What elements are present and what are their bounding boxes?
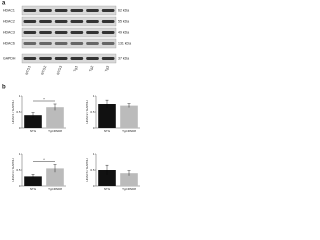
x-tick-label: TgCRND8: [122, 129, 136, 133]
band: [54, 57, 68, 60]
y-axis-label: HDAC3 / GAPDH: [11, 158, 15, 181]
size-label: 62 kDa: [118, 8, 129, 12]
size-label: 131 kDa: [118, 41, 131, 45]
blot-strip: [21, 5, 117, 16]
band: [101, 9, 115, 12]
bar: [120, 173, 138, 186]
row-label: HDAC2: [3, 19, 15, 23]
blot-strip: [21, 16, 117, 27]
x-tick-label: TgCRND8: [48, 187, 62, 191]
band: [23, 42, 37, 45]
band: [23, 9, 37, 12]
bar: [98, 104, 116, 128]
lane-label: NTG3: [56, 65, 63, 75]
y-tick-label: 0.5: [90, 168, 95, 172]
lane-label: Tg1: [73, 65, 79, 72]
blot-strip: [21, 27, 117, 38]
x-tick-label: TgCRND8: [48, 129, 62, 133]
x-tick-label: NTG: [30, 129, 37, 133]
size-label: 37 kDa: [118, 56, 129, 60]
bar: [24, 115, 42, 128]
row-label: HDAC1: [3, 8, 15, 12]
y-tick-label: 1: [93, 152, 95, 156]
y-axis-label: HDAC2 / GAPDH: [85, 100, 89, 123]
band: [70, 57, 84, 60]
panel-label: b: [2, 85, 6, 91]
band: [86, 57, 99, 60]
row-label: GAPDH: [3, 56, 16, 60]
annotation: *: [43, 157, 45, 162]
y-tick-label: 0.5: [16, 168, 21, 172]
band: [101, 31, 115, 34]
y-tick-label: 1: [19, 152, 21, 156]
band: [39, 42, 52, 45]
band: [54, 31, 68, 34]
y-tick-label: 1: [19, 94, 21, 98]
band: [39, 20, 52, 23]
band: [101, 57, 115, 60]
band: [39, 31, 52, 34]
band: [101, 20, 115, 23]
band: [70, 31, 84, 34]
band: [70, 20, 84, 23]
y-axis-label: HDAC1 / GAPDH: [11, 100, 15, 123]
panel-label: a: [2, 1, 6, 7]
band: [23, 57, 37, 60]
annotation: *: [43, 97, 45, 102]
bar: [120, 105, 138, 128]
band: [39, 9, 52, 12]
band: [23, 20, 37, 23]
x-tick-label: NTG: [104, 129, 111, 133]
y-tick-label: 0: [93, 184, 95, 188]
figure: a b HDAC1 62 kDa HDAC2 55 kDa HDAC3 49 kDa HDA…: [0, 0, 150, 205]
band: [86, 42, 99, 45]
bar: [46, 107, 64, 128]
band: [86, 20, 99, 23]
band: [86, 9, 99, 12]
bar: [98, 170, 116, 186]
size-label: 55 kDa: [118, 19, 129, 23]
y-axis-label: HDAC6 / GAPDH: [85, 158, 89, 181]
bar: [24, 176, 42, 186]
x-tick-label: NTG: [104, 187, 111, 191]
row-label: HDAC6: [3, 41, 15, 45]
blot-strip: [21, 38, 117, 49]
lane-label: Tg2: [88, 65, 94, 72]
y-tick-label: 0: [19, 184, 21, 188]
band: [39, 57, 52, 60]
band: [101, 42, 115, 45]
x-tick-label: NTG: [30, 187, 37, 191]
band: [54, 9, 68, 12]
lane-label: Tg3: [104, 65, 110, 72]
lane-label: NTG1: [25, 65, 32, 75]
bar: [46, 168, 64, 186]
band: [70, 9, 84, 12]
size-label: 49 kDa: [118, 30, 129, 34]
y-tick-label: 0.5: [16, 110, 21, 114]
band: [70, 42, 84, 45]
blot-strip: [21, 53, 117, 64]
y-tick-label: 0.5: [90, 110, 95, 114]
row-label: HDAC3: [3, 30, 15, 34]
y-tick-label: 0: [19, 126, 21, 130]
y-tick-label: 1: [93, 94, 95, 98]
y-tick-label: 0: [93, 126, 95, 130]
lane-label: NTG2: [40, 65, 47, 75]
x-tick-label: TgCRND8: [122, 187, 136, 191]
band: [54, 42, 68, 45]
band: [23, 31, 37, 34]
band: [86, 31, 99, 34]
band: [54, 20, 68, 23]
